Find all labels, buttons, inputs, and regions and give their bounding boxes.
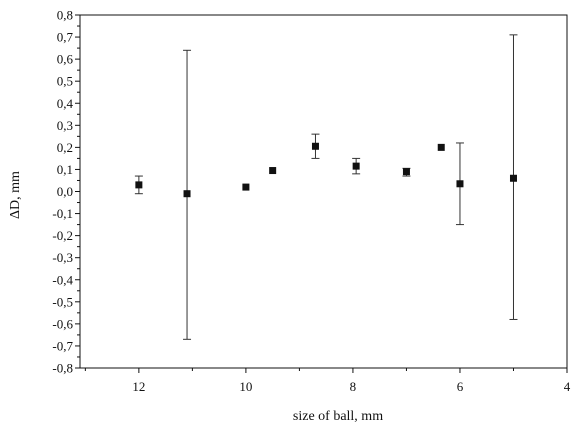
y-tick-label: 0,5 <box>57 74 73 89</box>
y-tick-label: -0,4 <box>52 272 73 287</box>
data-point <box>402 168 410 176</box>
x-axis: 12 10 8 6 4 <box>84 368 571 394</box>
plot-frame <box>79 14 568 369</box>
y-tick-label: 0,3 <box>57 118 73 133</box>
y-axis-title: ΔD, mm <box>8 171 23 219</box>
x-tick-label: 4 <box>564 379 571 394</box>
y-tick-label: -0,6 <box>52 316 73 331</box>
x-tick-label: 10 <box>239 379 252 394</box>
y-axis: 0,8 0,7 0,6 0,5 0,4 0,3 0,2 0,1 0,0 -0,1 -0,2 -0,3 -… <box>52 8 80 376</box>
data-point <box>135 181 143 189</box>
y-tick-label: 0,4 <box>57 96 74 111</box>
x-tick-label: 6 <box>457 379 464 394</box>
x-tick-label: 12 <box>132 379 145 394</box>
y-tick-label: 0,1 <box>57 162 73 177</box>
y-tick-label: 0,8 <box>57 8 73 23</box>
y-tick-label: -0,3 <box>52 250 73 265</box>
y-tick-label: -0,8 <box>52 361 73 376</box>
plot-border <box>79 14 568 369</box>
data-point <box>269 167 277 175</box>
y-tick-label: -0,7 <box>52 338 73 353</box>
data-point <box>183 190 191 198</box>
x-axis-title: size of ball, mm <box>293 409 383 424</box>
y-tick-label: 0,0 <box>57 184 73 199</box>
x-tick-label: 8 <box>350 379 357 394</box>
y-tick-label: -0,5 <box>52 294 73 309</box>
data-points <box>135 142 517 198</box>
y-tick-label: -0,2 <box>52 228 73 243</box>
y-tick-label: 0,2 <box>57 140 73 155</box>
data-point <box>242 183 250 191</box>
y-tick-label: -0,1 <box>52 206 73 221</box>
data-point <box>509 174 517 182</box>
data-point <box>437 143 445 151</box>
data-point <box>456 180 464 188</box>
y-tick-label: 0,6 <box>57 52 74 67</box>
y-tick-label: 0,7 <box>57 30 74 45</box>
data-point <box>311 142 319 150</box>
data-point <box>352 162 360 170</box>
